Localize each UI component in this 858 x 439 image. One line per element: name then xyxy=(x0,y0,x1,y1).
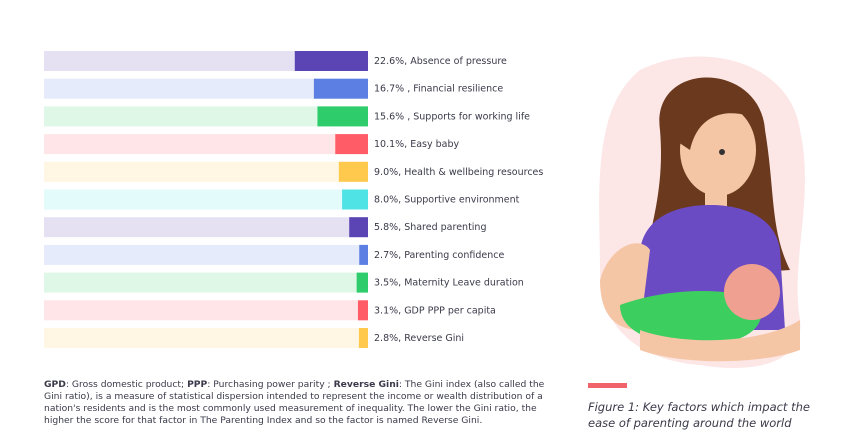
value-label: 5.8%, xyxy=(374,222,401,233)
bar-label: 5.8%, Shared parenting xyxy=(374,222,486,233)
value-label: 16.7% , xyxy=(374,83,410,94)
value-label: 2.8%, xyxy=(374,333,401,344)
value-label: 8.0%, xyxy=(374,194,401,205)
bar xyxy=(294,51,368,71)
category-label: GDP PPP per capita xyxy=(404,305,496,316)
bar xyxy=(342,189,368,210)
bar xyxy=(317,106,368,127)
bar xyxy=(359,244,368,265)
bar-track xyxy=(44,78,368,99)
category-label: Health & wellbeing resources xyxy=(404,166,543,177)
category-label: Absence of pressure xyxy=(410,56,507,67)
footnote-term: Reverse Gini xyxy=(333,379,399,390)
value-label: 3.5%, xyxy=(374,277,401,288)
bar-track xyxy=(44,189,368,210)
bar-track xyxy=(44,217,368,238)
bar-track xyxy=(44,328,368,348)
category-label: Financial resilience xyxy=(413,83,503,94)
caption-accent xyxy=(588,383,627,388)
footnote-text: : Gross domestic product; xyxy=(65,379,188,390)
bar-track xyxy=(44,300,368,321)
bar-track xyxy=(44,51,368,71)
bar-label: 2.8%, Reverse Gini xyxy=(374,333,464,344)
bar-track xyxy=(44,106,368,127)
illustration xyxy=(599,56,805,368)
category-label: Parenting confidence xyxy=(404,249,504,260)
bar-track xyxy=(44,134,368,155)
footnote-term: GPD xyxy=(44,379,66,390)
value-label: 10.1%, xyxy=(374,139,407,150)
bar xyxy=(349,217,368,238)
bar-track xyxy=(44,161,368,182)
bar xyxy=(335,134,368,155)
bar-label: 2.7%, Parenting confidence xyxy=(374,249,504,260)
figure-caption: Figure 1: Key factors which impact the e… xyxy=(588,400,810,430)
bar-track xyxy=(44,272,368,293)
footnote-term: PPP xyxy=(187,379,208,390)
bar-label: 8.0%, Supportive environment xyxy=(374,194,520,205)
bar-label: 10.1%, Easy baby xyxy=(374,139,460,150)
bar-label: 15.6% , Supports for working life xyxy=(374,111,530,122)
bar xyxy=(357,300,368,321)
bar-track xyxy=(44,244,368,265)
bar-label: 3.1%, GDP PPP per capita xyxy=(374,305,496,316)
category-label: Maternity Leave duration xyxy=(404,277,524,288)
bar xyxy=(338,161,368,182)
footnote-text: : The Gini index (also called the Gini r… xyxy=(44,379,545,426)
category-label: Supports for working life xyxy=(413,111,530,122)
bar-label: 22.6%, Absence of pressure xyxy=(374,56,507,67)
category-label: Supportive environment xyxy=(404,194,519,205)
category-label: Reverse Gini xyxy=(404,333,464,344)
footnote: GPD: Gross domestic product; PPP: Purcha… xyxy=(44,379,549,427)
bar xyxy=(356,272,368,293)
value-label: 9.0%, xyxy=(374,166,401,177)
value-label: 3.1%, xyxy=(374,305,401,316)
value-label: 22.6%, xyxy=(374,56,407,67)
footnote-text: : Purchasing power parity ; xyxy=(207,379,334,390)
bar-label: 9.0%, Health & wellbeing resources xyxy=(374,166,543,177)
bar xyxy=(358,328,368,348)
bar xyxy=(313,78,368,99)
bar-label: 3.5%, Maternity Leave duration xyxy=(374,277,524,288)
category-label: Shared parenting xyxy=(404,222,486,233)
category-label: Easy baby xyxy=(410,139,459,150)
value-label: 2.7%, xyxy=(374,249,401,260)
bar-label: 16.7% , Financial resilience xyxy=(374,83,503,94)
value-label: 15.6% , xyxy=(374,111,410,122)
